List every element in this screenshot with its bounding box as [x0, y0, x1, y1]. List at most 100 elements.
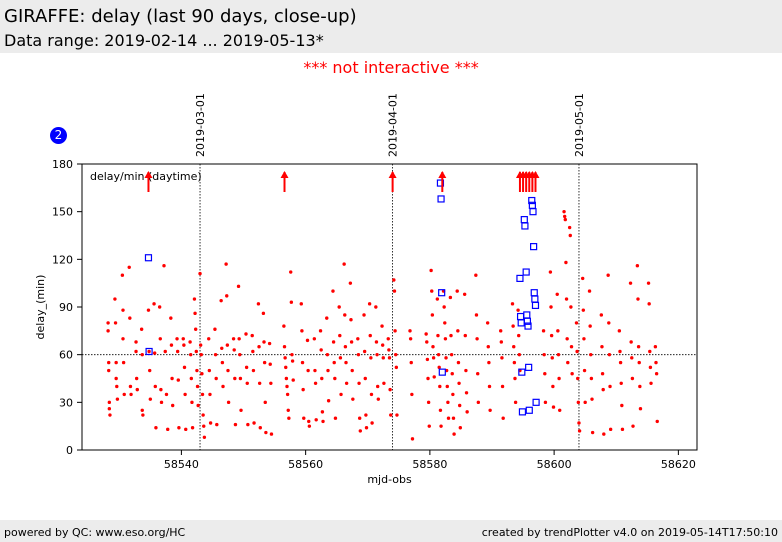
red-data-point: [236, 284, 241, 289]
red-data-point: [362, 349, 367, 354]
red-data-point: [208, 421, 213, 425]
red-data-point: [449, 333, 453, 338]
red-data-point: [159, 400, 164, 405]
red-data-point: [638, 384, 642, 389]
red-data-point: [338, 356, 343, 360]
red-data-point: [268, 362, 272, 366]
red-data-point: [338, 333, 342, 338]
red-data-point: [577, 429, 582, 433]
red-data-point: [588, 324, 592, 328]
red-data-point: [510, 302, 515, 306]
red-data-point: [115, 397, 120, 401]
red-data-point: [290, 359, 295, 363]
red-data-point: [476, 400, 481, 405]
red-data-point: [382, 381, 386, 385]
red-data-point: [282, 324, 286, 328]
date-marker-label: 2019-03-01: [194, 93, 207, 157]
blue-data-point: [530, 243, 538, 251]
red-data-point: [600, 372, 605, 376]
red-data-point: [320, 410, 325, 414]
red-data-point: [464, 368, 468, 373]
red-data-point: [313, 381, 318, 385]
red-data-point: [564, 297, 569, 301]
red-data-point: [568, 233, 572, 238]
blue-data-point: [518, 368, 526, 376]
blue-data-point: [522, 268, 530, 276]
red-data-point: [582, 368, 587, 373]
red-data-point: [582, 337, 586, 341]
red-data-point: [431, 345, 435, 349]
red-data-point: [648, 349, 652, 354]
red-data-point: [301, 387, 305, 392]
red-data-point: [430, 289, 434, 293]
red-data-point: [555, 292, 559, 296]
red-data-point: [107, 406, 112, 411]
red-data-point: [551, 384, 555, 389]
red-data-point: [231, 337, 236, 341]
red-data-point: [636, 345, 641, 349]
red-data-point: [333, 376, 337, 381]
red-data-point: [463, 333, 467, 338]
red-data-point: [630, 376, 635, 381]
red-data-point: [574, 321, 579, 325]
red-data-point: [106, 321, 110, 325]
blue-data-point: [532, 398, 540, 406]
red-data-point: [226, 400, 231, 405]
red-data-point: [370, 421, 374, 425]
red-data-point: [107, 360, 111, 365]
red-data-point: [198, 271, 202, 276]
red-data-point: [630, 356, 634, 360]
red-data-point: [176, 378, 180, 382]
red-data-point: [445, 384, 449, 389]
delay-scatter-chart: 2019-03-01 2019-04-01 2019-05-01 0 30 60 90 120…: [34, 93, 698, 486]
red-data-point: [512, 345, 516, 349]
red-data-point: [220, 346, 224, 351]
red-data-point: [648, 365, 653, 370]
red-data-point: [395, 413, 399, 417]
red-data-point: [443, 321, 447, 325]
red-data-point: [184, 427, 188, 432]
red-data-point: [201, 413, 205, 417]
red-data-point: [325, 316, 329, 320]
red-data-point: [153, 384, 158, 389]
x-tick-label: 58560: [288, 458, 323, 471]
x-tick-label: 58620: [661, 458, 696, 471]
red-data-point: [269, 432, 274, 436]
red-data-point: [583, 400, 587, 405]
red-data-point: [375, 384, 380, 389]
red-data-point: [120, 273, 125, 277]
red-data-point: [302, 416, 306, 420]
red-data-point: [252, 421, 256, 425]
x-tick-label: 58580: [412, 458, 447, 471]
red-data-point: [435, 297, 440, 301]
red-data-point: [516, 308, 520, 312]
red-data-point: [127, 265, 131, 269]
red-data-point: [443, 337, 448, 341]
red-data-point: [575, 349, 579, 354]
blue-data-point: [145, 347, 153, 356]
not-interactive-notice: *** not interactive ***: [303, 58, 479, 77]
red-data-point: [283, 356, 287, 360]
red-data-point: [517, 352, 522, 357]
red-data-point: [134, 376, 139, 381]
plot-frame: [81, 163, 698, 451]
red-data-point: [195, 384, 200, 389]
red-data-point: [430, 313, 435, 317]
red-data-point: [487, 360, 491, 365]
red-data-point: [600, 345, 604, 349]
red-data-point: [152, 351, 157, 355]
red-data-point: [244, 365, 249, 370]
red-data-point: [108, 413, 112, 417]
red-data-point: [448, 295, 453, 300]
red-data-point: [233, 422, 238, 427]
red-data-point: [465, 410, 469, 414]
red-data-point: [607, 321, 611, 325]
red-data-point: [451, 416, 456, 420]
red-data-point: [620, 403, 624, 408]
footer-powered-by: powered by QC: www.eso.org/HC: [4, 526, 186, 539]
red-data-point: [188, 340, 192, 344]
blue-data-point: [528, 196, 536, 205]
red-data-point: [569, 305, 573, 309]
red-data-point: [392, 289, 397, 293]
red-data-point: [312, 337, 317, 341]
